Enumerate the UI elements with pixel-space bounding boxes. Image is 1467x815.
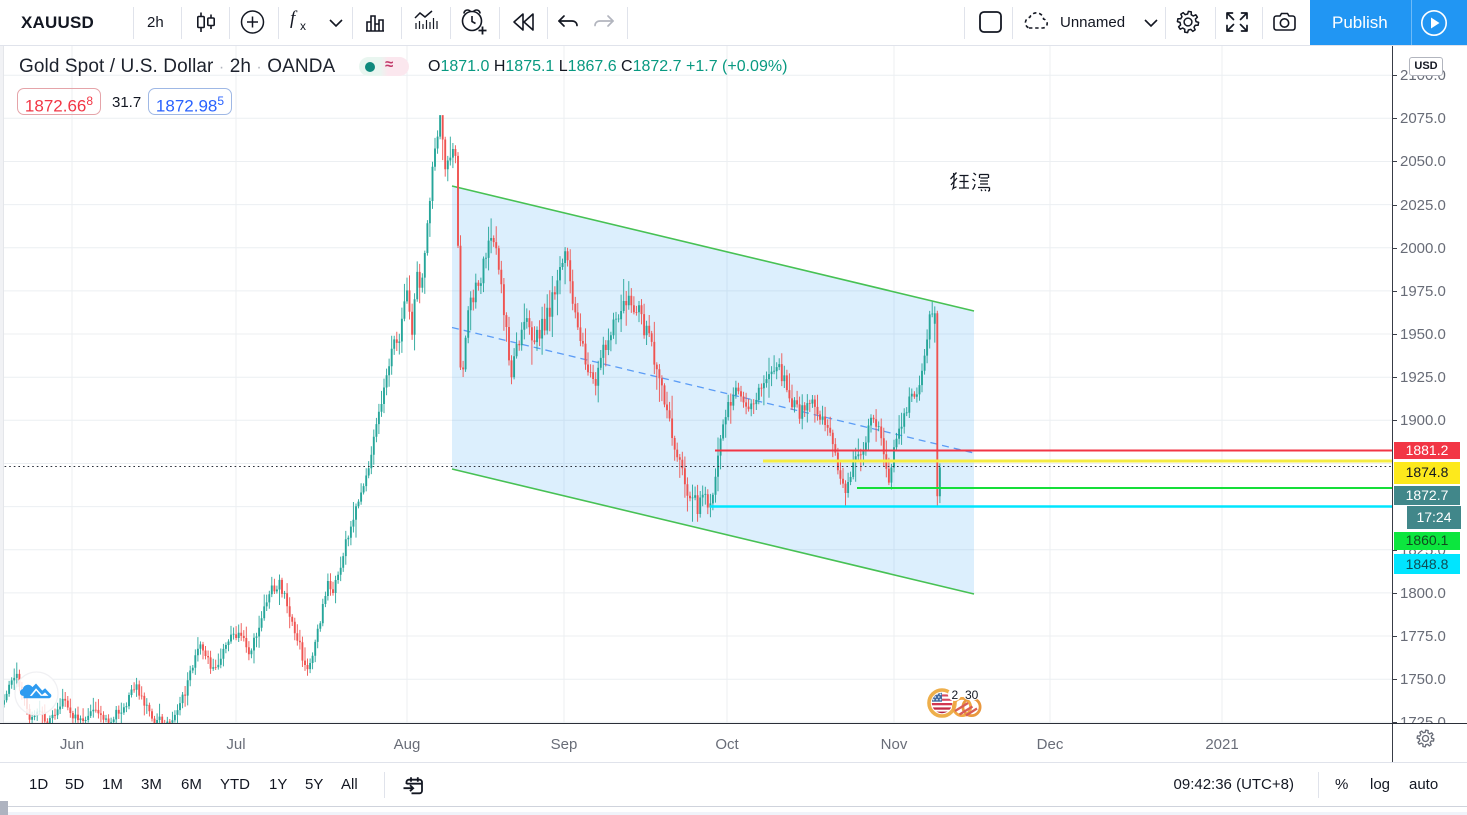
svg-text:2: 2 (952, 688, 959, 702)
svg-text:30: 30 (965, 688, 979, 702)
